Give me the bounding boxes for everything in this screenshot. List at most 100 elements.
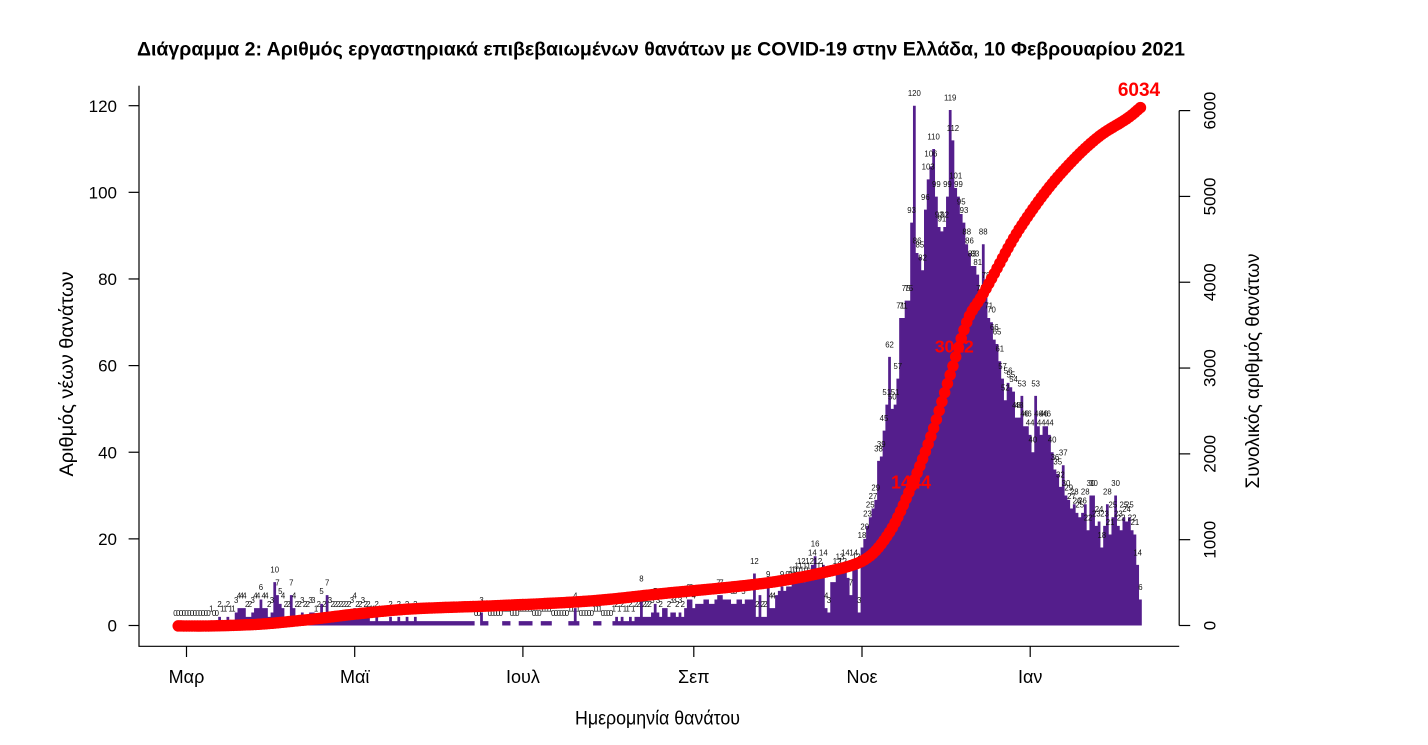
svg-text:1: 1 [631, 605, 635, 614]
svg-text:4: 4 [573, 592, 578, 601]
svg-text:3: 3 [300, 596, 304, 605]
svg-text:0: 0 [212, 609, 217, 618]
svg-text:2: 2 [267, 600, 271, 609]
svg-text:3: 3 [350, 596, 354, 605]
svg-text:0: 0 [609, 609, 614, 618]
svg-text:2: 2 [297, 600, 301, 609]
svg-text:27: 27 [1067, 492, 1076, 501]
svg-text:2: 2 [648, 600, 652, 609]
svg-text:21: 21 [1131, 518, 1140, 527]
svg-text:45: 45 [880, 414, 889, 423]
svg-text:2: 2 [248, 600, 252, 609]
svg-text:24: 24 [1122, 505, 1131, 514]
svg-text:0: 0 [190, 609, 195, 618]
svg-text:1000: 1000 [1200, 521, 1219, 559]
svg-text:1: 1 [576, 605, 580, 614]
svg-text:2: 2 [344, 600, 348, 609]
svg-text:30: 30 [1086, 479, 1095, 488]
svg-text:2: 2 [763, 600, 767, 609]
svg-text:5000: 5000 [1200, 178, 1219, 216]
svg-text:7: 7 [275, 579, 279, 588]
svg-text:12: 12 [814, 557, 823, 566]
svg-text:4: 4 [239, 592, 244, 601]
svg-text:2: 2 [761, 600, 765, 609]
svg-text:52: 52 [1001, 384, 1010, 393]
svg-text:1: 1 [548, 605, 552, 614]
svg-text:29: 29 [871, 483, 880, 492]
svg-text:1: 1 [617, 605, 621, 614]
svg-text:6034: 6034 [1118, 80, 1161, 101]
svg-text:71: 71 [896, 301, 905, 310]
svg-text:0: 0 [477, 609, 482, 618]
svg-text:0: 0 [493, 609, 498, 618]
svg-text:12: 12 [838, 557, 847, 566]
svg-text:Ημερομηνία θανάτου: Ημερομηνία θανάτου [575, 708, 740, 730]
svg-text:7: 7 [289, 579, 293, 588]
svg-text:75: 75 [902, 284, 911, 293]
svg-text:Ιουλ: Ιουλ [506, 667, 540, 687]
svg-text:40: 40 [98, 443, 117, 462]
svg-text:30: 30 [1062, 479, 1071, 488]
svg-text:0: 0 [565, 609, 570, 618]
svg-text:35: 35 [1053, 457, 1062, 466]
svg-text:70: 70 [987, 306, 996, 315]
svg-text:14: 14 [819, 548, 828, 557]
svg-text:0: 0 [584, 609, 589, 618]
svg-text:Αριθμός νέων θανάτων: Αριθμός νέων θανάτων [56, 272, 78, 477]
svg-text:1: 1 [598, 605, 602, 614]
svg-text:5: 5 [319, 587, 324, 596]
svg-text:46: 46 [1020, 410, 1029, 419]
svg-text:2: 2 [364, 600, 368, 609]
svg-text:14: 14 [1133, 548, 1142, 557]
svg-text:2: 2 [336, 600, 340, 609]
svg-text:0: 0 [590, 609, 595, 618]
svg-text:5: 5 [741, 587, 746, 596]
svg-text:2: 2 [636, 600, 640, 609]
svg-text:0: 0 [204, 609, 209, 618]
svg-text:44: 44 [1045, 418, 1054, 427]
svg-text:0: 0 [515, 609, 520, 618]
svg-text:48: 48 [1012, 401, 1021, 410]
svg-text:25: 25 [866, 501, 875, 510]
svg-text:Ιαν: Ιαν [1018, 667, 1042, 687]
svg-text:22: 22 [1084, 514, 1093, 523]
svg-text:3: 3 [234, 596, 238, 605]
svg-text:18: 18 [858, 531, 867, 540]
svg-text:13: 13 [852, 553, 861, 562]
svg-text:4: 4 [281, 592, 286, 601]
svg-text:56: 56 [1004, 366, 1013, 375]
svg-text:57: 57 [893, 362, 902, 371]
svg-text:23: 23 [1114, 509, 1123, 518]
svg-text:10: 10 [270, 566, 279, 575]
svg-text:2: 2 [366, 600, 370, 609]
svg-text:51: 51 [882, 388, 891, 397]
svg-text:23: 23 [1100, 509, 1109, 518]
svg-text:93: 93 [960, 206, 969, 215]
svg-text:88: 88 [962, 228, 971, 237]
svg-text:80: 80 [98, 270, 117, 289]
svg-text:0: 0 [193, 609, 198, 618]
svg-text:22: 22 [1117, 514, 1126, 523]
svg-text:Σεπ: Σεπ [678, 667, 710, 687]
svg-text:27: 27 [869, 492, 878, 501]
svg-text:99: 99 [954, 180, 963, 189]
svg-text:0: 0 [198, 609, 203, 618]
svg-text:23: 23 [863, 509, 872, 518]
svg-text:103: 103 [922, 163, 935, 172]
svg-text:9: 9 [766, 570, 770, 579]
svg-text:25: 25 [1109, 501, 1118, 510]
svg-text:40: 40 [1048, 436, 1057, 445]
svg-text:4: 4 [237, 592, 242, 601]
svg-text:6000: 6000 [1200, 92, 1219, 130]
svg-text:2: 2 [620, 600, 624, 609]
svg-text:0: 0 [603, 609, 608, 618]
svg-text:81: 81 [973, 258, 982, 267]
svg-text:1: 1 [228, 605, 232, 614]
svg-text:1: 1 [568, 605, 572, 614]
svg-text:12: 12 [805, 557, 814, 566]
svg-text:2: 2 [347, 600, 351, 609]
svg-text:3000: 3000 [1200, 349, 1219, 387]
svg-text:1: 1 [231, 605, 235, 614]
svg-text:0: 0 [182, 609, 187, 618]
svg-text:55: 55 [1006, 371, 1015, 380]
